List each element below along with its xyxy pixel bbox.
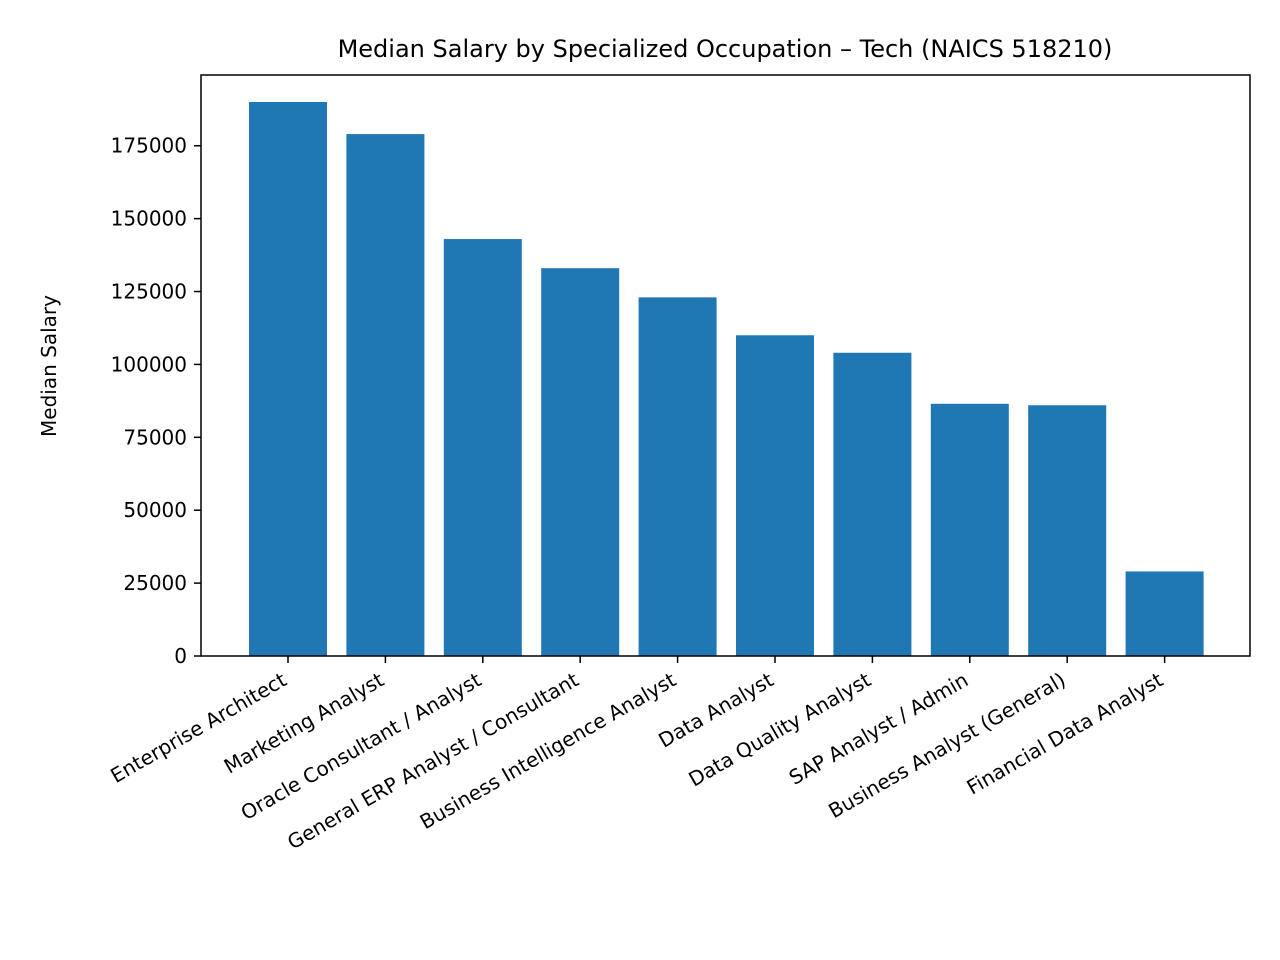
bar xyxy=(833,352,912,656)
y-tick-label: 125000 xyxy=(111,280,187,304)
plot-frame xyxy=(200,74,1251,657)
bar xyxy=(541,268,620,656)
bar xyxy=(1028,405,1107,656)
y-tick-label: 150000 xyxy=(111,207,187,231)
y-tick-label: 175000 xyxy=(111,134,187,158)
x-tick-label: Enterprise Architect xyxy=(106,667,290,787)
y-tick-label: 50000 xyxy=(123,498,187,522)
x-tick-label: Marketing Analyst xyxy=(220,667,388,778)
y-tick-label: 100000 xyxy=(111,352,187,376)
bar xyxy=(736,335,814,656)
y-axis-label: Median Salary xyxy=(37,295,61,437)
bar xyxy=(638,297,717,656)
y-tick-label: 75000 xyxy=(123,425,187,449)
bar xyxy=(930,403,1009,656)
bar xyxy=(249,102,327,656)
y-tick-label: 0 xyxy=(174,644,187,668)
y-axis-ticks: 0 25000 50000 75000 100000 125000 150000 175000 xyxy=(111,134,201,668)
y-tick-label: 25000 xyxy=(123,571,187,595)
x-tick-label: Data Quality Analyst xyxy=(684,667,875,791)
bar xyxy=(346,134,425,657)
bar xyxy=(1125,571,1204,656)
bars xyxy=(249,102,1204,657)
chart-title: Median Salary by Specialized Occupation … xyxy=(338,35,1113,63)
bar xyxy=(443,239,522,656)
